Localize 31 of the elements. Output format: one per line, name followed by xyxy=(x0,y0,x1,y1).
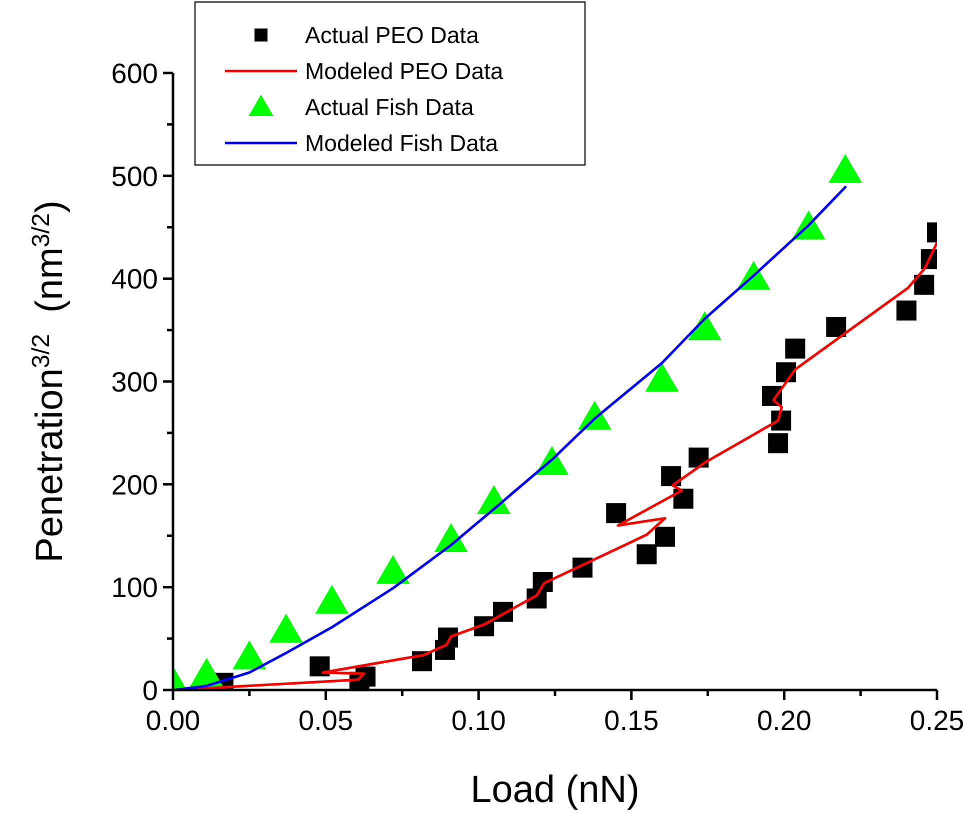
point xyxy=(826,317,846,337)
point xyxy=(661,466,682,486)
y-tick-label: 500 xyxy=(111,160,158,192)
legend-label: Actual PEO Data xyxy=(305,22,480,48)
x-tick-label: 0.25 xyxy=(910,705,964,736)
y-tick-label: 600 xyxy=(111,58,158,89)
y-tick-label: 200 xyxy=(111,469,158,500)
y-tick-label: 400 xyxy=(111,264,158,295)
y-tick-label: 0 xyxy=(142,675,158,706)
legend-label: Actual Fish Data xyxy=(305,94,474,120)
x-tick-label: 0.20 xyxy=(756,705,812,736)
point xyxy=(688,448,709,468)
x-tick-label: 0.15 xyxy=(604,705,659,736)
x-tick-label: 0.05 xyxy=(298,705,354,736)
point xyxy=(785,338,806,359)
point xyxy=(606,503,626,524)
x-axis-title: Load (nN) xyxy=(470,769,640,811)
point xyxy=(768,433,788,454)
point xyxy=(655,526,676,547)
point xyxy=(673,488,694,509)
x-tick-label: 0.10 xyxy=(451,705,506,736)
point xyxy=(914,274,934,295)
legend-label: Modeled Fish Data xyxy=(305,130,498,156)
line-series xyxy=(173,186,847,690)
point xyxy=(896,300,916,321)
point xyxy=(310,656,330,676)
x-tick-label: 0.00 xyxy=(146,705,200,736)
legend-label: Modeled PEO Data xyxy=(305,58,504,84)
y-tick-label: 100 xyxy=(111,572,158,604)
y-tick-label: 300 xyxy=(111,366,158,398)
point xyxy=(636,544,657,564)
